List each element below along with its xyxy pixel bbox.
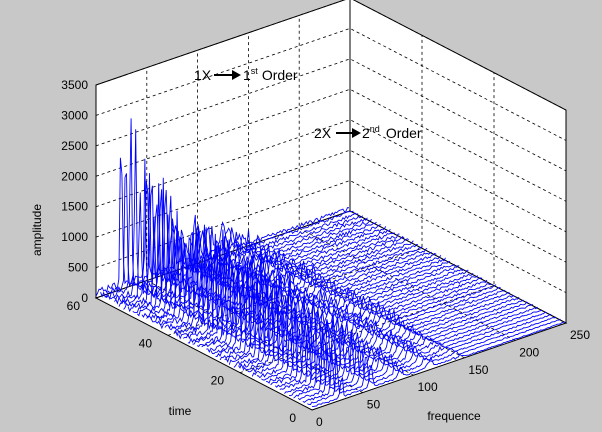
freq-tick-label: 250 [570, 328, 590, 342]
annotation-1x: 1X 1st Order [194, 66, 298, 83]
trace-line [279, 303, 533, 390]
freq-tick-label: 50 [367, 398, 381, 412]
z-tick-label: 0 [81, 291, 88, 305]
trace-line [183, 234, 437, 340]
trace-line [274, 301, 529, 388]
freq-tick-label: 200 [519, 345, 539, 359]
freq-tick-label: 100 [418, 380, 438, 394]
z-tick-label: 3500 [61, 78, 88, 92]
annotation-1x-order-text: Order [262, 67, 298, 83]
time-tick-label: 60 [67, 299, 81, 313]
freq-gridline [247, 32, 465, 359]
annotation-2x-order: 2nd Order [362, 124, 422, 141]
x-axis-label: frequence [427, 409, 481, 423]
trace-line [311, 321, 566, 408]
annotation-2x-label: 2X [314, 125, 332, 141]
axes-box [95, 0, 567, 323]
z-tick-label: 1500 [61, 200, 88, 214]
annotation-1x-label: 1X [194, 67, 212, 83]
trace-line [242, 284, 497, 371]
annotation-2x-arrowhead [352, 128, 361, 138]
trace-line [219, 260, 474, 361]
freq-tick-label: 0 [316, 415, 323, 427]
z-axis-label: amplitude [30, 204, 44, 256]
trace-line [206, 248, 460, 353]
freq-gridline [197, 50, 414, 376]
trace-line [238, 283, 492, 370]
trace-line [169, 229, 423, 332]
trace-line [288, 309, 543, 397]
z-tick-label: 3000 [61, 108, 88, 122]
time-gridline [239, 72, 495, 374]
annotation-2x: 2X 2nd Order [314, 124, 422, 141]
annotation-1x-arrowhead [232, 70, 241, 80]
annotation-1x-order-num: 1 [243, 67, 251, 83]
y-axis-label: time [169, 404, 192, 418]
trace-line [233, 270, 488, 368]
z-tick-label: 2500 [61, 139, 88, 153]
tick-labels: 0500100015002000250030003500020406005010… [61, 78, 590, 429]
trace-line [224, 273, 478, 363]
trace-line [173, 240, 428, 337]
freq-gridline [298, 15, 516, 341]
annotation-2x-order-num: 2 [362, 125, 370, 141]
time-tick-label: 40 [139, 336, 153, 350]
time-tick-label: 0 [289, 411, 296, 425]
time-gridline [167, 35, 423, 336]
annotation-1x-order: 1st Order [243, 66, 298, 83]
annotation-2x-order-text: Order [386, 125, 422, 141]
trace-line [270, 299, 524, 386]
data-traces [95, 118, 566, 408]
freq-gridline [146, 67, 363, 393]
annotation-2x-order-sup: nd [370, 124, 380, 134]
trace-line [284, 306, 538, 394]
trace-line [187, 233, 442, 344]
z-tick-label: 500 [68, 261, 88, 275]
time-tick-label: 20 [211, 374, 225, 388]
freq-tick-label: 150 [468, 363, 488, 377]
trace-line [164, 232, 418, 330]
annotation-1x-order-sup: st [251, 66, 259, 76]
trace-line [201, 239, 455, 348]
z-tick-label: 2000 [61, 169, 88, 183]
trace-line [307, 318, 561, 405]
z-tick-label: 1000 [61, 230, 88, 244]
